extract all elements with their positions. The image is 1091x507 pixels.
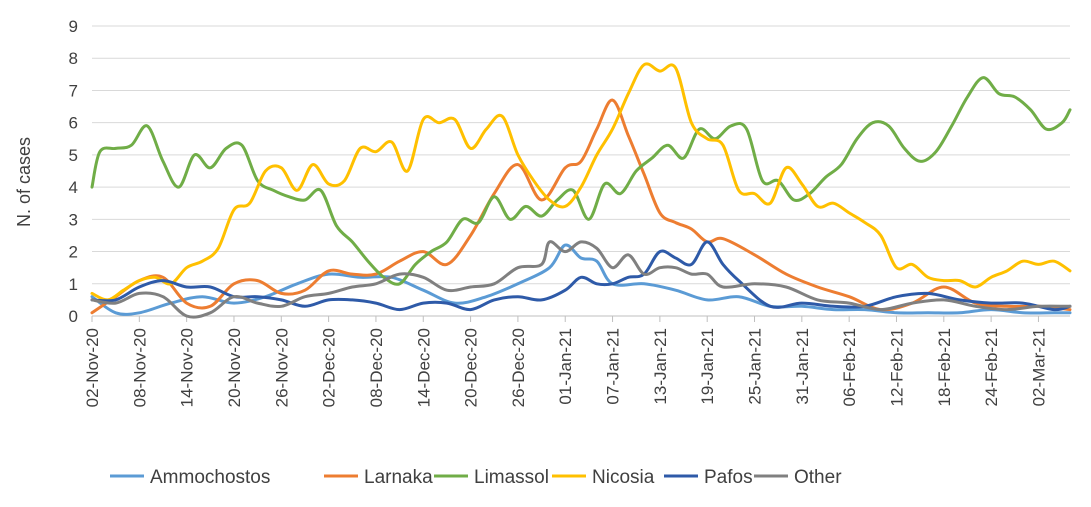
x-tick-label: 20-Nov-20 (225, 328, 244, 407)
x-tick-label: 12-Feb-21 (887, 328, 906, 406)
x-tick-label: 19-Jan-21 (698, 328, 717, 405)
legend-label: Pafos (704, 467, 753, 488)
x-tick-label: 02-Dec-20 (320, 328, 339, 407)
series-line-larnaka (90, 98, 1072, 315)
legend: Ammochostos Larnaka Limassol Nicosia Pafos Ot… (110, 467, 842, 488)
legend-item-limassol: Limassol (434, 467, 549, 488)
y-tick-label: 7 (69, 81, 78, 100)
y-tick-label: 6 (69, 114, 78, 133)
x-tick-label: 08-Nov-20 (130, 328, 149, 407)
x-tick-label: 02-Mar-21 (1029, 328, 1048, 406)
x-tick-label: 01-Jan-21 (556, 328, 575, 405)
legend-label: Limassol (474, 467, 549, 488)
x-tick-label: 18-Feb-21 (935, 328, 954, 406)
y-tick-label: 3 (69, 210, 78, 229)
y-tick-label: 2 (69, 243, 78, 262)
x-tick-label: 24-Feb-21 (982, 328, 1001, 406)
y-tick-label: 0 (69, 307, 78, 326)
y-tick-label: 9 (69, 17, 78, 36)
legend-item-ammochostos: Ammochostos (110, 467, 270, 488)
legend-item-other: Other (754, 467, 842, 488)
y-tick-label: 5 (69, 146, 78, 165)
legend-item-pafos: Pafos (664, 467, 753, 488)
x-tick-label: 20-Dec-20 (462, 328, 481, 407)
y-tick-label: 1 (69, 275, 78, 294)
series-line-ammochostos (90, 243, 1072, 316)
y-tick-label: 8 (69, 49, 78, 68)
x-tick-label: 31-Jan-21 (793, 328, 812, 405)
x-tick-label: 26-Nov-20 (272, 328, 291, 407)
series-lines (90, 62, 1072, 319)
series-line-pafos (90, 240, 1072, 312)
legend-label: Larnaka (364, 467, 433, 488)
x-tick-label: 02-Nov-20 (83, 328, 102, 407)
x-tick-label: 07-Jan-21 (604, 328, 623, 405)
x-tick-label: 14-Dec-20 (414, 328, 433, 407)
series-line-limassol (90, 76, 1072, 286)
x-tick-label: 26-Dec-20 (509, 328, 528, 407)
y-tick-label: 4 (69, 178, 78, 197)
legend-label: Ammochostos (150, 467, 270, 488)
x-tick-label: 25-Jan-21 (746, 328, 765, 405)
x-tick-label: 08-Dec-20 (367, 328, 386, 407)
x-axis: 02-Nov-20 08-Nov-20 14-Nov-20 20-Nov-20 26-N… (83, 315, 1070, 407)
x-tick-label: 14-Nov-20 (178, 328, 197, 407)
legend-label: Other (794, 467, 842, 488)
series-line-nicosia (90, 62, 1072, 302)
y-axis: 0 1 2 3 4 5 6 7 8 9 (69, 17, 78, 326)
legend-item-nicosia: Nicosia (552, 467, 655, 488)
x-tick-label: 13-Jan-21 (651, 328, 670, 405)
legend-item-larnaka: Larnaka (324, 467, 433, 488)
series-line-other (90, 240, 1072, 319)
y-axis-label: N. of cases (14, 137, 34, 227)
x-tick-label: 06-Feb-21 (840, 328, 859, 406)
legend-label: Nicosia (592, 467, 655, 488)
